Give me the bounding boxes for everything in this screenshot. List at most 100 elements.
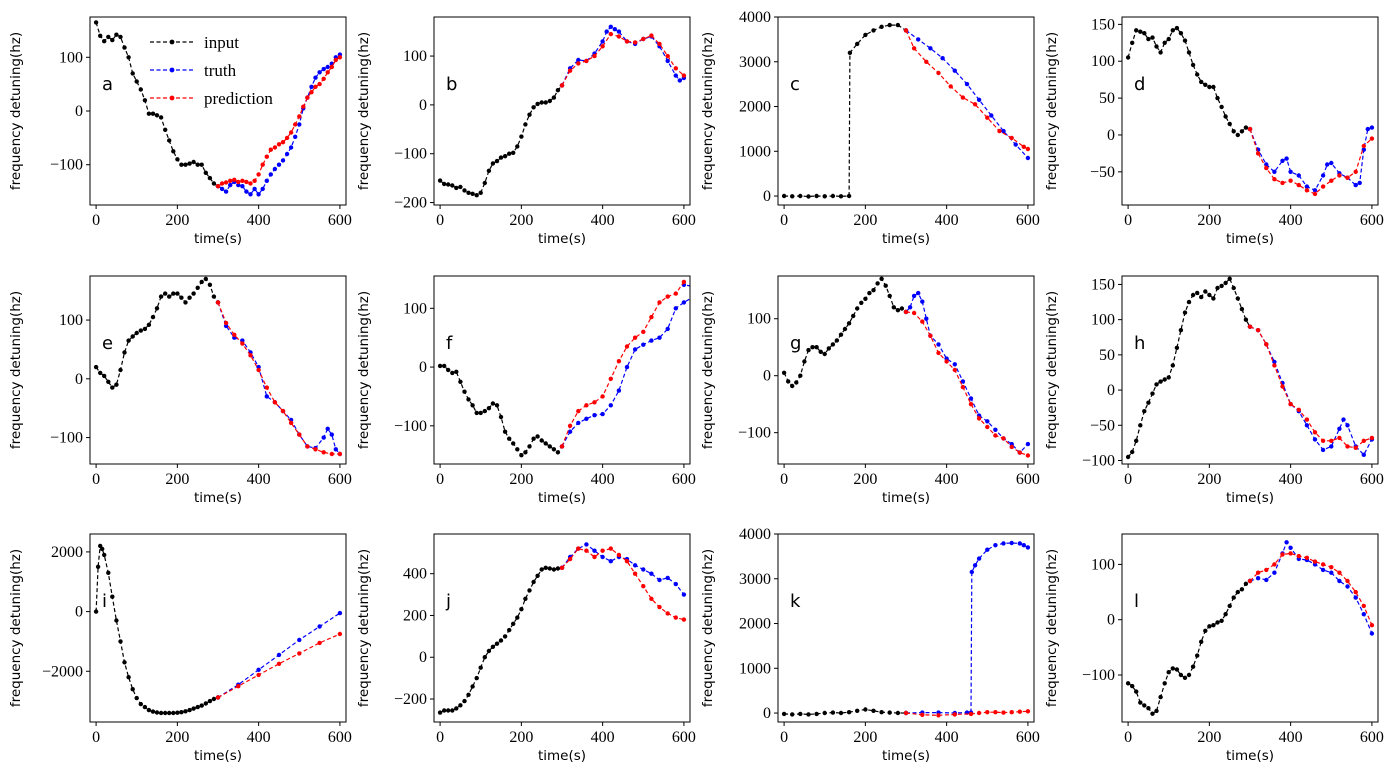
y-tick-label: 150: [1091, 276, 1115, 293]
data-point-truth: [911, 293, 917, 299]
data-point-input: [1235, 589, 1241, 595]
data-point-input: [454, 706, 459, 711]
y-axis-label: frequency detuning(hz): [8, 32, 24, 190]
data-point-prediction: [641, 329, 646, 334]
x-tick-label: 400: [1279, 729, 1303, 746]
data-point-input: [1138, 29, 1143, 34]
data-point-input: [199, 162, 204, 167]
data-point-prediction: [1272, 177, 1277, 182]
data-point-prediction: [641, 584, 646, 589]
data-point-prediction: [1009, 710, 1014, 715]
data-point-prediction: [248, 181, 253, 186]
data-point-truth: [993, 427, 998, 432]
panel-h: 0 200 400 600 −100 −50 0 50 100 150 time(s) frequen…: [1044, 275, 1384, 506]
data-point-truth: [1345, 423, 1350, 428]
y-tick-label: 3000: [739, 54, 771, 71]
data-point-input: [887, 293, 892, 299]
data-point-input: [442, 708, 447, 713]
data-point-input: [478, 190, 483, 195]
x-tick-label: 400: [935, 212, 959, 229]
legend-truth-marker: [169, 67, 175, 73]
data-point-prediction: [1361, 603, 1367, 609]
data-point-input: [867, 290, 872, 296]
x-tick-label: 600: [672, 471, 696, 488]
y-tick-label: 4000: [739, 9, 771, 26]
data-point-input: [830, 342, 836, 347]
data-point-truth: [1001, 128, 1006, 134]
data-point-prediction: [985, 424, 990, 430]
data-point-input: [830, 193, 836, 199]
x-tick-label: 200: [1197, 729, 1221, 746]
data-point-input: [887, 710, 892, 715]
data-point-prediction: [276, 142, 282, 147]
data-point-input: [1178, 328, 1184, 333]
data-point-prediction: [297, 432, 302, 437]
data-point-input: [1170, 363, 1176, 368]
data-point-prediction: [600, 44, 605, 49]
x-tick-label: 0: [1124, 729, 1132, 746]
data-point-prediction: [1304, 188, 1310, 193]
data-point-truth: [985, 419, 990, 424]
data-point-prediction: [1320, 438, 1326, 443]
panel-i: 0 200 400 600 −2000 0 2000 time(s) frequency det…: [8, 533, 352, 764]
legend-truth-label: truth: [204, 61, 237, 80]
data-point-prediction: [665, 53, 670, 59]
data-point-input: [1186, 672, 1192, 678]
data-point-prediction: [333, 57, 338, 63]
data-point-input: [1174, 25, 1180, 31]
x-tick-label: 400: [591, 729, 615, 746]
x-axis-label: time(s): [538, 748, 586, 764]
panels-container: 0 200 400 600 −100 0 100 time(s) frequency detun…: [8, 9, 1384, 764]
data-point-input: [1130, 449, 1135, 455]
data-point-input: [1150, 391, 1155, 396]
data-point-prediction: [256, 367, 261, 373]
data-point-prediction: [313, 84, 318, 90]
data-point-prediction: [632, 40, 638, 45]
data-point-prediction: [1272, 562, 1277, 567]
data-point-prediction: [305, 444, 310, 449]
data-point-prediction: [1264, 567, 1269, 573]
data-point-input: [195, 704, 200, 710]
data-point-truth: [1329, 160, 1334, 166]
data-point-input: [179, 710, 184, 715]
x-tick-label: 600: [1360, 729, 1384, 746]
data-point-prediction: [256, 672, 261, 678]
data-point-truth: [641, 567, 646, 572]
data-point-input: [122, 350, 127, 355]
axes-frame: [1121, 16, 1379, 206]
data-point-input: [490, 161, 496, 166]
data-point-prediction: [329, 64, 334, 70]
data-point-truth: [1296, 173, 1302, 178]
panel-letter: a: [102, 74, 113, 95]
data-point-input: [199, 703, 204, 708]
y-tick-label: 4000: [739, 526, 771, 543]
data-point-input: [470, 191, 475, 196]
data-point-input: [207, 698, 213, 704]
y-tick-label: −100: [394, 146, 427, 163]
data-point-input: [1150, 711, 1155, 716]
data-point-input: [511, 150, 516, 155]
data-point-input: [442, 181, 447, 187]
data-point-prediction: [1009, 444, 1014, 450]
data-point-truth: [1369, 125, 1375, 130]
data-point-input: [494, 403, 500, 408]
data-point-input: [822, 194, 827, 199]
data-point-input: [163, 710, 168, 716]
data-point-input: [1223, 280, 1228, 286]
x-axis-label: time(s): [538, 231, 586, 247]
data-point-truth: [1264, 577, 1269, 583]
data-point-prediction: [1247, 578, 1253, 584]
data-point-truth: [1017, 541, 1022, 546]
data-point-prediction: [665, 611, 670, 616]
data-point-input: [1243, 317, 1249, 322]
x-tick-label: 0: [780, 212, 788, 229]
data-point-truth: [333, 447, 338, 452]
data-point-prediction: [928, 333, 933, 338]
data-point-prediction: [1288, 551, 1293, 556]
data-point-input: [158, 710, 164, 716]
data-point-truth: [297, 637, 302, 643]
data-point-prediction: [325, 70, 330, 75]
data-point-input: [150, 111, 156, 116]
y-tick-label: 0: [75, 371, 83, 388]
data-point-truth: [1329, 570, 1334, 575]
